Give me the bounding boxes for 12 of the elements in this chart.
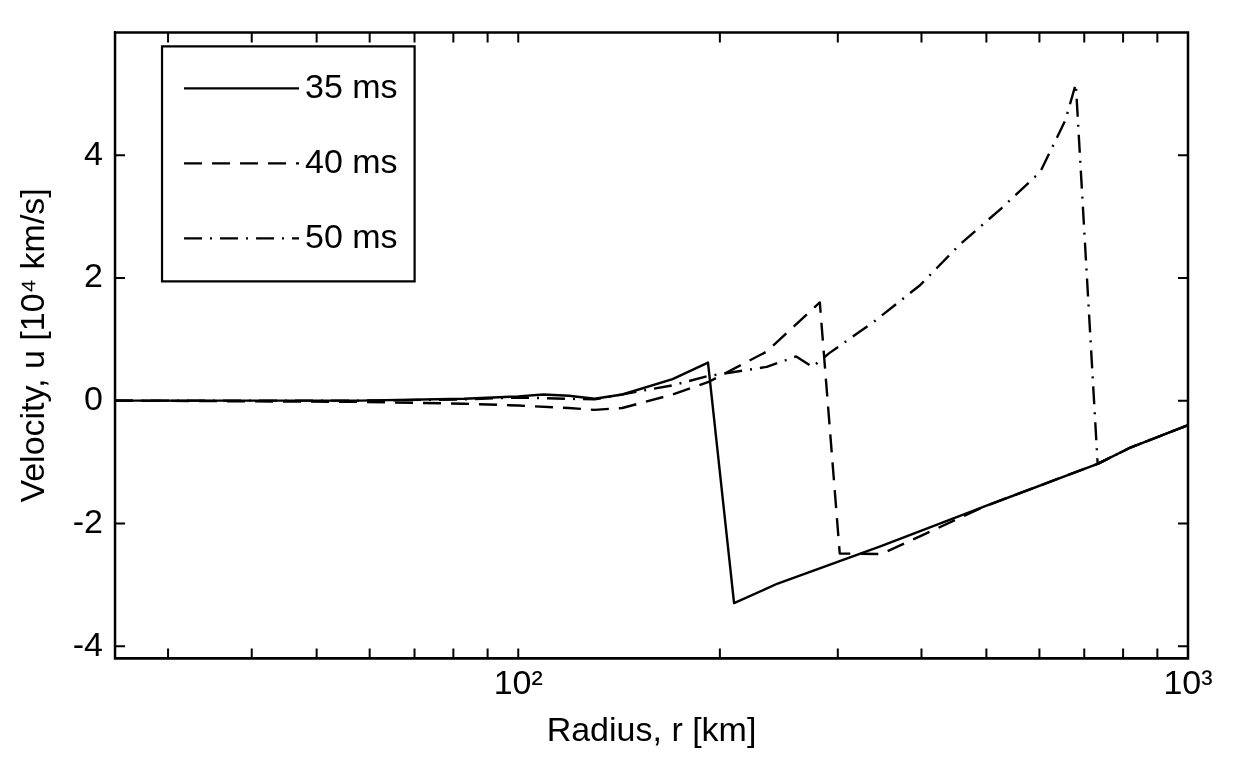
y-tick-label: -2: [72, 501, 104, 540]
x-tick-label: 10²: [493, 663, 543, 702]
y-tick-label: 0: [84, 379, 104, 418]
y-tick-label: 4: [84, 133, 104, 172]
x-tick-label: 10³: [1163, 663, 1213, 702]
legend-label: 35 ms: [305, 66, 398, 105]
y-axis-title: Velocity, u [10⁴ km/s]: [12, 188, 51, 503]
y-tick-label: -4: [72, 624, 104, 663]
legend-label: 50 ms: [305, 216, 398, 255]
y-tick-label: 2: [84, 256, 104, 295]
x-axis-title: Radius, r [km]: [546, 709, 757, 748]
legend-label: 40 ms: [305, 141, 398, 180]
